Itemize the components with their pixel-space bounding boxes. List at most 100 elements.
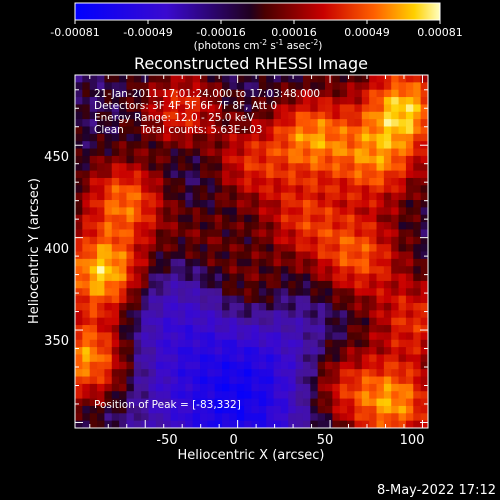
heatmap-cell: [354, 200, 363, 208]
heatmap-cell: [258, 258, 267, 267]
heatmap-cell: [332, 126, 341, 135]
heatmap-cell: [244, 170, 253, 179]
heatmap-cell: [339, 82, 348, 91]
heatmap-cell: [391, 266, 400, 275]
heatmap-cell: [82, 391, 91, 400]
heatmap-cell: [405, 325, 414, 333]
heatmap-cell: [420, 82, 428, 91]
heatmap-cell: [354, 104, 363, 113]
heatmap-cell: [317, 310, 326, 319]
heatmap-cell: [170, 398, 179, 407]
heatmap-cell: [258, 302, 267, 311]
heatmap-cell: [177, 244, 186, 253]
heatmap-cell: [354, 155, 363, 164]
heatmap-cell: [222, 141, 231, 150]
heatmap-cell: [398, 405, 407, 414]
heatmap-cell: [413, 354, 422, 363]
heatmap-cell: [148, 302, 157, 311]
heatmap-cell: [141, 361, 150, 370]
heatmap-cell: [177, 200, 186, 208]
heatmap-cell: [200, 163, 208, 172]
heatmap-cell: [148, 273, 157, 282]
heatmap-cell: [420, 369, 428, 378]
heatmap-cell: [398, 317, 407, 326]
heatmap-cell: [229, 398, 238, 407]
heatmap-cell: [266, 185, 275, 194]
x-tick-label: -50: [156, 433, 177, 448]
heatmap-cell: [170, 141, 179, 150]
heatmap-cell: [170, 376, 179, 385]
heatmap-cell: [222, 75, 231, 83]
heatmap-cell: [89, 97, 98, 106]
heatmap-cell: [361, 273, 370, 282]
heatmap-cell: [413, 177, 422, 186]
heatmap-cell: [236, 310, 245, 319]
y-tick-label: 350: [44, 334, 69, 349]
heatmap-cell: [332, 104, 341, 113]
heatmap-cell: [295, 347, 304, 356]
heatmap-cell: [398, 391, 407, 400]
heatmap-cell: [302, 89, 311, 98]
heatmap-cell: [229, 97, 238, 106]
heatmap-cell: [302, 82, 311, 91]
heatmap-cell: [376, 177, 385, 186]
heatmap-cell: [163, 258, 172, 267]
heatmap-cell: [266, 310, 275, 319]
heatmap-cell: [280, 347, 289, 356]
heatmap-cell: [163, 376, 172, 385]
heatmap-cell: [82, 148, 91, 157]
heatmap-cell: [317, 339, 326, 348]
heatmap-cell: [251, 229, 260, 238]
heatmap-cell: [192, 398, 201, 407]
heatmap-cell: [398, 185, 407, 194]
heatmap-cell: [302, 420, 311, 428]
heatmap-cell: [332, 302, 341, 311]
heatmap-cell: [413, 111, 422, 120]
heatmap-cell: [369, 295, 378, 304]
heatmap-cell: [148, 111, 157, 120]
heatmap-cell: [273, 177, 282, 186]
heatmap-cell: [133, 222, 142, 231]
heatmap-cell: [82, 222, 91, 231]
heatmap-cell: [236, 354, 245, 363]
heatmap-cell: [339, 361, 348, 370]
heatmap-cell: [207, 119, 216, 128]
heatmap-cell: [155, 207, 164, 216]
heatmap-cell: [229, 413, 238, 422]
heatmap-cell: [185, 420, 194, 428]
heatmap-cell: [391, 207, 400, 216]
heatmap-cell: [413, 317, 422, 326]
heatmap-cell: [244, 104, 253, 113]
heatmap-cell: [273, 163, 282, 172]
heatmap-cell: [104, 310, 113, 319]
heatmap-cell: [177, 354, 186, 363]
heatmap-cell: [170, 369, 179, 378]
heatmap-cell: [339, 214, 348, 223]
heatmap-cell: [420, 413, 428, 422]
heatmap-cell: [310, 266, 319, 275]
heatmap-cell: [258, 177, 267, 186]
heatmap-cell: [251, 244, 260, 253]
heatmap-cell: [192, 82, 201, 91]
heatmap-cell: [119, 236, 128, 245]
heatmap-cell: [207, 420, 216, 428]
heatmap-cell: [310, 214, 319, 223]
heatmap-cell: [89, 405, 98, 414]
heatmap-cell: [119, 383, 128, 392]
heatmap-cell: [222, 148, 231, 157]
heatmap-cell: [295, 244, 304, 253]
heatmap-cell: [361, 405, 370, 414]
heatmap-cell: [280, 383, 289, 392]
heatmap-cell: [236, 119, 245, 128]
heatmap-cell: [148, 104, 157, 113]
annotation-peak-position: Position of Peak = [-83,332]: [94, 399, 241, 411]
heatmap-cell: [266, 229, 275, 238]
heatmap-cell: [214, 170, 223, 179]
heatmap-cell: [369, 222, 378, 231]
heatmap-cell: [133, 347, 142, 356]
heatmap-cell: [391, 317, 400, 326]
heatmap-cell: [185, 185, 194, 194]
heatmap-cell: [376, 236, 385, 245]
heatmap-cell: [317, 163, 326, 172]
heatmap-cell: [200, 200, 208, 208]
